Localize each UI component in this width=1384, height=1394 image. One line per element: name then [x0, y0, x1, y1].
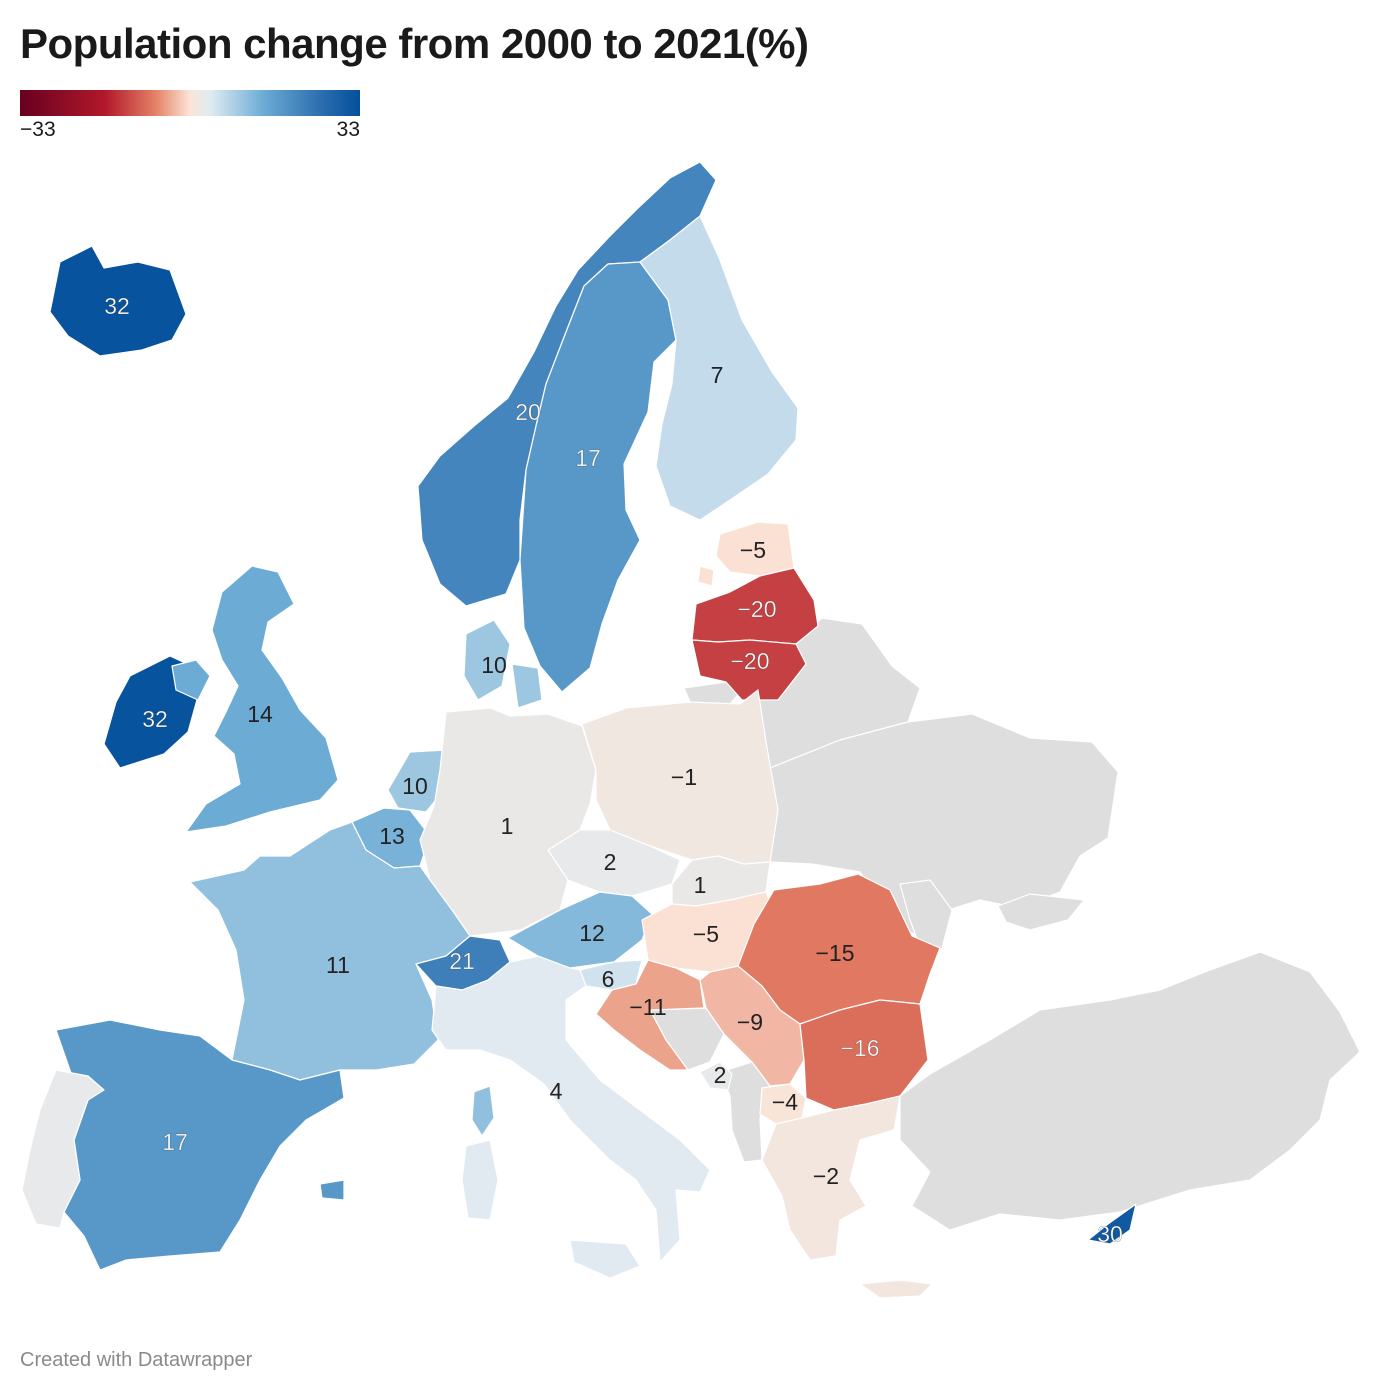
region-lithuania[interactable]	[691, 639, 807, 701]
label-united-kingdom: 14	[247, 701, 273, 727]
region-moldova[interactable]	[899, 879, 953, 959]
label-denmark: 10	[481, 652, 507, 678]
label-poland: −1	[671, 764, 697, 790]
label-germany: 1	[501, 813, 514, 839]
region-portugal[interactable]	[21, 1069, 105, 1229]
value-labels: 32 32 14 20 17 7 −5 −20 −20 10 10 13 1 −…	[104, 293, 1123, 1248]
label-serbia: −9	[737, 1009, 763, 1035]
label-italy: 4	[550, 1078, 563, 1104]
label-czechia: 2	[604, 849, 617, 875]
region-denmark[interactable]	[463, 619, 543, 709]
legend-min-label: −33	[20, 118, 56, 141]
label-austria: 12	[579, 920, 605, 946]
region-sweden[interactable]	[519, 261, 677, 693]
label-romania: −15	[815, 940, 854, 966]
label-finland: 7	[711, 362, 724, 388]
label-hungary: −5	[693, 921, 719, 947]
label-belgium: 13	[379, 823, 405, 849]
label-france: 11	[326, 952, 350, 978]
region-crimea[interactable]	[997, 893, 1085, 931]
data-regions	[21, 161, 1137, 1299]
region-czechia[interactable]	[547, 829, 681, 897]
credit-footer: Created with Datawrapper	[20, 1349, 253, 1371]
label-lithuania: −20	[730, 648, 769, 674]
color-legend: −33 33	[20, 90, 360, 142]
region-croatia[interactable]	[595, 959, 705, 1071]
label-north-macedonia: −4	[772, 1089, 798, 1115]
label-croatia: −11	[629, 994, 666, 1020]
label-cyprus: 30	[1097, 1221, 1123, 1247]
region-cyprus[interactable]	[1087, 1203, 1137, 1245]
region-turkey[interactable]	[899, 951, 1361, 1231]
label-slovakia: 1	[694, 872, 707, 898]
label-netherlands: 10	[402, 773, 428, 799]
label-slovenia: 6	[602, 966, 615, 992]
label-ireland: 32	[142, 706, 168, 732]
region-italy[interactable]	[431, 955, 711, 1279]
region-finland[interactable]	[639, 215, 799, 521]
region-iceland[interactable]	[49, 245, 187, 357]
label-bulgaria: −16	[840, 1035, 879, 1061]
label-montenegro: 2	[714, 1062, 727, 1088]
region-russia-kaliningrad[interactable]	[683, 681, 743, 705]
label-switzerland: 21	[449, 948, 475, 974]
label-sweden: 17	[575, 445, 601, 471]
label-spain: 17	[162, 1129, 188, 1155]
label-iceland: 32	[104, 293, 130, 319]
region-montenegro[interactable]	[699, 1061, 733, 1091]
label-norway: 20	[515, 399, 541, 425]
chart-title: Population change from 2000 to 2021(%)	[20, 20, 809, 67]
region-united-kingdom[interactable]	[171, 565, 339, 833]
region-corsica[interactable]	[471, 1085, 495, 1137]
label-estonia: −5	[740, 537, 766, 563]
legend-labels: −33 33	[20, 118, 360, 142]
legend-max-label: 33	[336, 118, 360, 141]
legend-gradient-bar	[20, 90, 360, 116]
label-latvia: −20	[737, 596, 776, 622]
label-greece: −2	[813, 1163, 839, 1189]
region-greece[interactable]	[761, 1095, 933, 1299]
